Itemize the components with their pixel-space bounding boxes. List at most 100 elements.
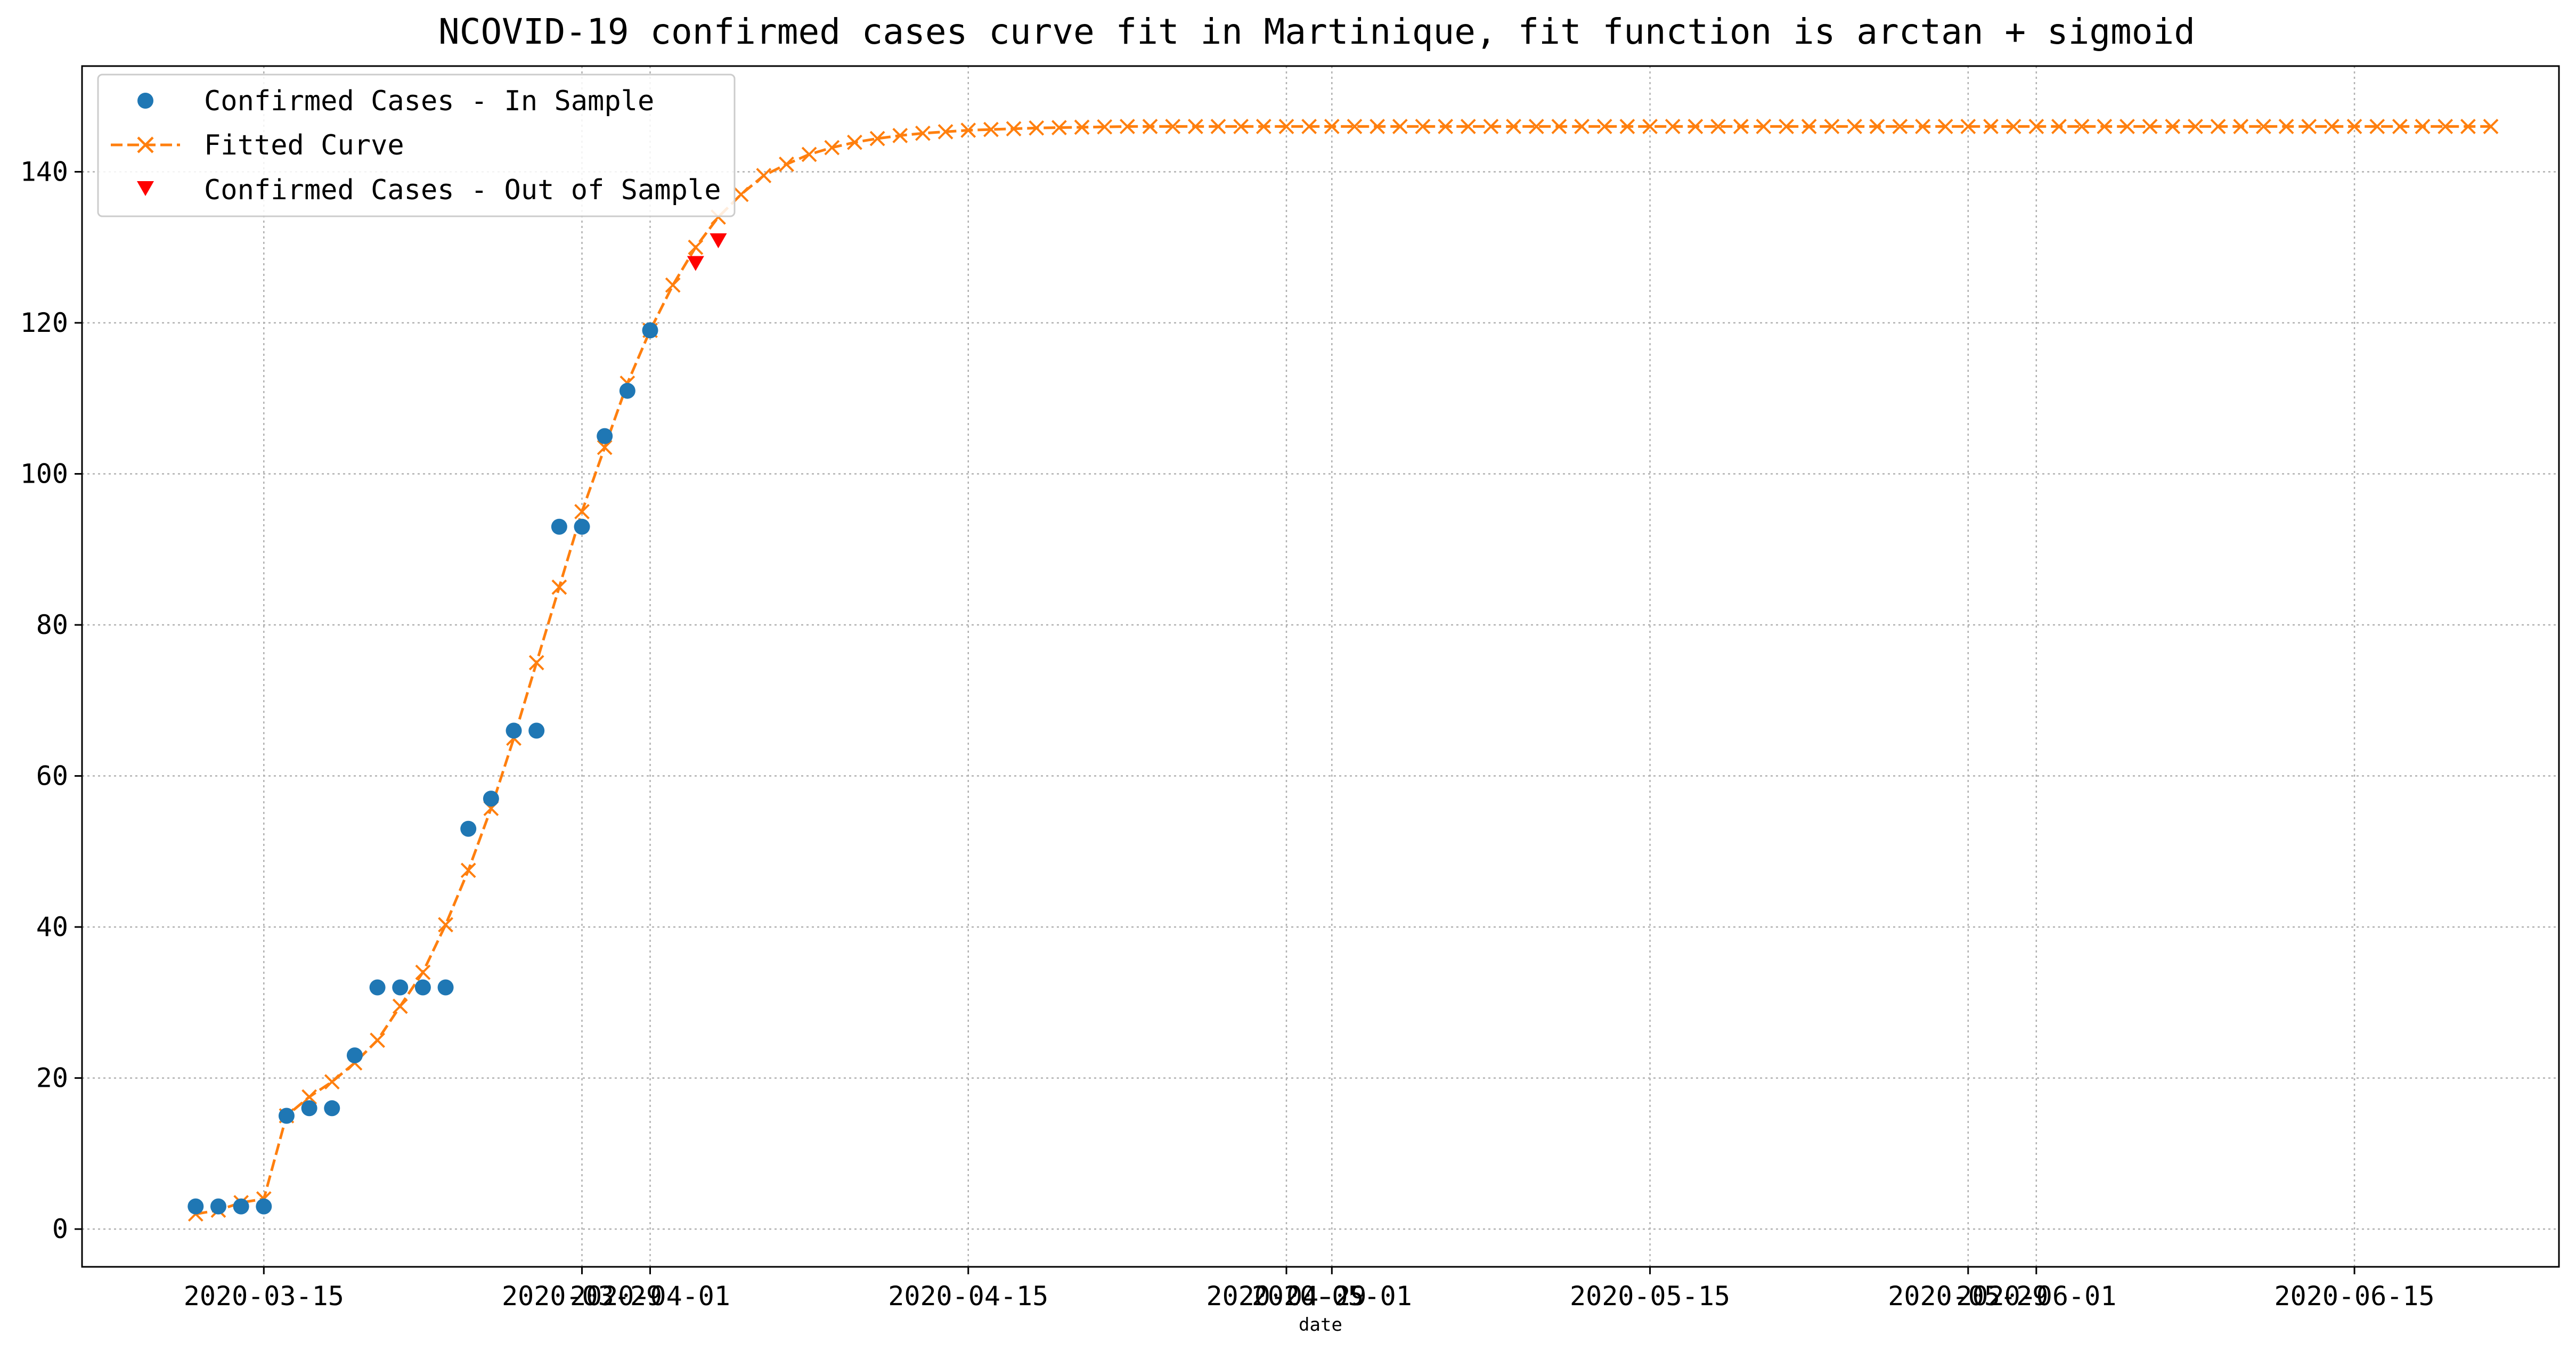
out-of-sample-point xyxy=(687,256,704,271)
fitted-curve-marker xyxy=(1847,118,1862,134)
x-tick-label: 2020-06-15 xyxy=(2275,1281,2435,1312)
fitted-curve-marker xyxy=(779,156,794,172)
fitted-curve-marker xyxy=(392,998,408,1014)
x-axis-label: date xyxy=(1299,1314,1342,1336)
out-of-sample-point xyxy=(710,233,727,249)
y-tick-label: 0 xyxy=(52,1214,68,1244)
fitted-curve-marker xyxy=(1392,118,1408,134)
fitted-curve-marker xyxy=(1551,118,1567,134)
fitted-curve-marker xyxy=(415,964,431,980)
fitted-curve-marker xyxy=(1710,118,1726,134)
in-sample-point xyxy=(392,979,409,996)
in-sample-point xyxy=(528,722,545,739)
y-tick-label: 60 xyxy=(36,761,68,792)
x-tick-label: 2020-04-29 xyxy=(1206,1281,1366,1312)
legend-label-in-sample: Confirmed Cases - In Sample xyxy=(204,85,654,117)
fitted-curve-marker xyxy=(1438,118,1454,134)
y-tick-label: 80 xyxy=(36,609,68,640)
in-sample-point xyxy=(460,820,477,837)
fitted-curve-marker xyxy=(665,277,681,293)
x-tick-label: 2020-05-29 xyxy=(1888,1281,2048,1312)
fitted-curve-marker xyxy=(1733,118,1749,134)
in-sample-point xyxy=(301,1100,317,1117)
fitted-curve-marker xyxy=(1937,118,1953,134)
in-sample-point xyxy=(597,428,613,444)
series-layer xyxy=(188,118,2499,1222)
legend-label-out-of-sample: Confirmed Cases - Out of Sample xyxy=(204,174,721,206)
in-sample-point xyxy=(233,1198,249,1215)
fitted-curve-marker xyxy=(1301,118,1317,134)
fitted-curve-marker xyxy=(1029,120,1045,136)
fitted-curve-marker xyxy=(2028,118,2044,134)
fitted-curve-marker xyxy=(2006,118,2021,134)
in-sample-point xyxy=(506,722,522,739)
fitted-curve-marker xyxy=(1574,118,1590,134)
fitted-curve-marker xyxy=(1006,121,1022,137)
y-tick-label: 20 xyxy=(36,1063,68,1094)
fitted-curve-marker xyxy=(688,239,704,255)
in-sample-point xyxy=(278,1108,295,1124)
fitted-curve-marker xyxy=(2278,118,2294,134)
fitted-curve-marker xyxy=(1097,119,1113,135)
in-sample-point xyxy=(188,1198,204,1215)
fitted-curve-marker xyxy=(1074,119,1090,135)
in-sample-point xyxy=(551,518,567,535)
fitted-curve-marker xyxy=(597,440,613,455)
fitted-curve-marker xyxy=(1483,118,1499,134)
fitted-curve-marker xyxy=(574,503,590,519)
fitted-curve-marker xyxy=(1869,118,1885,134)
fitted-curve-marker xyxy=(1960,118,1976,134)
in-sample-point xyxy=(369,979,386,996)
fitted-curve-marker xyxy=(1256,118,1271,134)
fitted-curve-marker xyxy=(1983,118,1999,134)
fitted-curve-marker xyxy=(2415,118,2431,134)
fitted-curve-marker xyxy=(460,862,476,878)
fitted-curve-marker xyxy=(1324,118,1340,134)
fitted-curve-marker xyxy=(733,186,749,202)
x-tick-label: 2020-03-15 xyxy=(184,1281,344,1312)
x-tick-label: 2020-05-15 xyxy=(1570,1281,1730,1312)
fitted-curve-marker xyxy=(915,125,931,141)
in-sample-point xyxy=(210,1198,226,1215)
fitted-curve-marker xyxy=(1892,118,1908,134)
fitted-curve-marker xyxy=(938,124,953,140)
legend-label-fitted: Fitted Curve xyxy=(204,129,404,161)
legend-marker-fitted xyxy=(137,136,154,153)
x-tick-label: 2020-03-29 xyxy=(502,1281,662,1312)
fitted-curve-marker xyxy=(1779,118,1794,134)
fitted-curve-marker xyxy=(528,655,544,671)
fitted-curve-marker xyxy=(2392,118,2408,134)
fitted-curve-marker xyxy=(756,168,772,183)
fitted-curve-marker xyxy=(1165,118,1181,134)
fitted-curve-marker xyxy=(2210,118,2226,134)
in-sample-point xyxy=(483,791,499,807)
y-tick-label: 140 xyxy=(20,156,68,187)
fitted-curve-marker xyxy=(1210,118,1226,134)
x-tick-label: 2020-04-15 xyxy=(888,1281,1048,1312)
fitted-curve-marker xyxy=(1347,118,1363,134)
fitted-curve-marker xyxy=(1688,118,1703,134)
fitted-curve-marker xyxy=(1142,118,1158,134)
fitted-curve-marker xyxy=(2346,118,2362,134)
fitted-curve-marker xyxy=(1596,118,1612,134)
fitted-curve-marker xyxy=(2097,118,2113,134)
in-sample-point xyxy=(574,518,590,535)
legend-marker-out-of-sample xyxy=(137,181,154,196)
plot-frame xyxy=(81,65,2560,1268)
fitted-curve-marker xyxy=(2233,118,2249,134)
fitted-curve-marker xyxy=(847,134,862,150)
fitted-curve-marker xyxy=(2301,118,2317,134)
fitted-curve-marker xyxy=(1619,118,1635,134)
fitted-curve-marker xyxy=(301,1089,317,1105)
x-tick-label: 2020-04-01 xyxy=(570,1281,730,1312)
fitted-curve-marker xyxy=(2165,118,2181,134)
y-tick-label: 100 xyxy=(20,459,68,490)
fitted-curve-marker xyxy=(1119,118,1135,134)
x-tick-label: 2020-05-01 xyxy=(1252,1281,1412,1312)
fitted-curve-marker xyxy=(2142,118,2158,134)
fitted-curve-marker xyxy=(370,1032,386,1048)
